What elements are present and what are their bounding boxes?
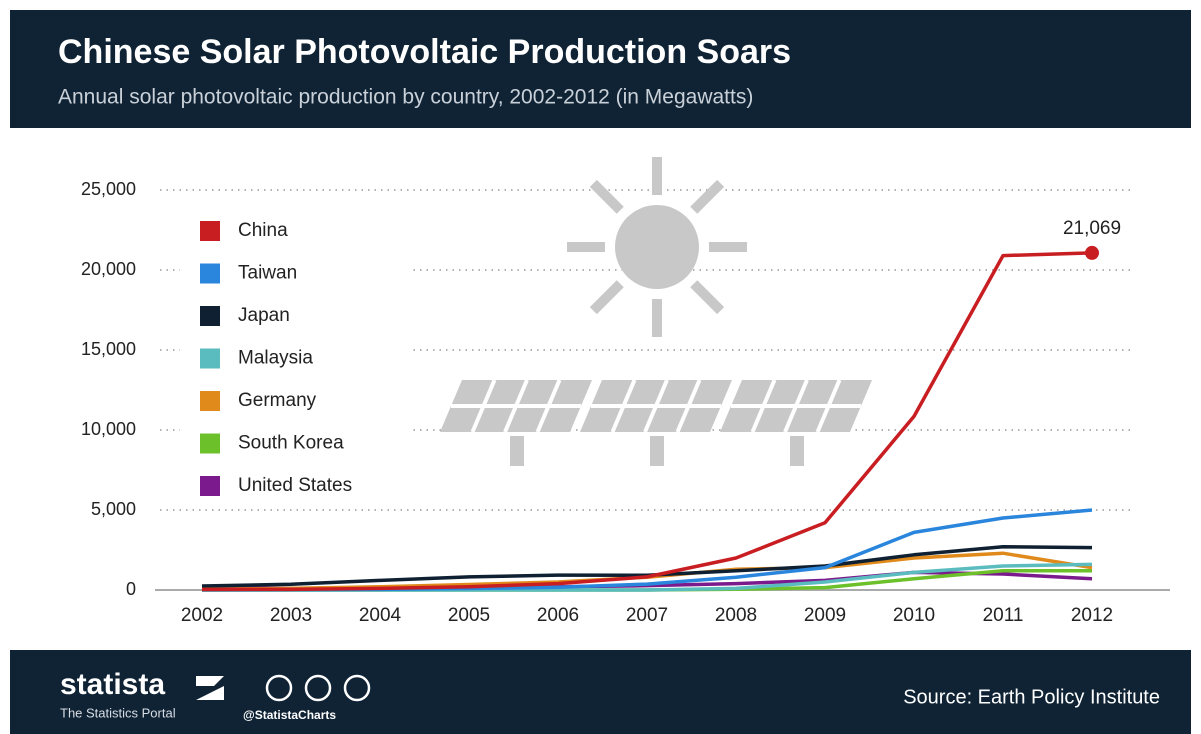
legend-label: United States [238, 475, 352, 496]
x-tick-label: 2002 [181, 605, 223, 626]
y-tick-label: 0 [126, 579, 136, 599]
handle: @StatistaCharts [243, 708, 336, 722]
panel-post [790, 436, 804, 466]
panel-post [510, 436, 524, 466]
brand-icon [196, 676, 224, 700]
sun-ray [652, 157, 662, 195]
header-band [10, 10, 1191, 128]
value-dot [1085, 245, 1099, 260]
x-tick-label: 2012 [1071, 605, 1113, 626]
sun-ray [589, 179, 624, 214]
x-tick-label: 2004 [359, 605, 402, 626]
legend-swatch [200, 391, 220, 411]
sun [615, 205, 699, 289]
x-tick-label: 2005 [448, 605, 490, 626]
value-label: 21,069 [1063, 218, 1121, 239]
legend-label: Japan [238, 305, 290, 326]
sun-ray [589, 280, 624, 315]
x-tick-label: 2010 [893, 605, 935, 626]
legend-swatch [200, 348, 220, 369]
legend-label: Malaysia [238, 348, 313, 369]
legend-swatch [200, 306, 220, 326]
y-tick-label: 5,000 [91, 499, 136, 519]
panel-post [650, 436, 664, 466]
legend-swatch [200, 221, 220, 241]
license-icons [265, 674, 371, 702]
y-tick-label: 10,000 [81, 419, 136, 439]
legend-swatch [200, 433, 220, 454]
legend-swatch [200, 476, 220, 496]
footer-band [10, 650, 1191, 734]
x-tick-label: 2003 [270, 605, 312, 626]
y-tick-label: 15,000 [81, 339, 136, 359]
legend-label: Germany [238, 390, 317, 411]
x-tick-label: 2011 [983, 605, 1024, 626]
sun-ray [690, 280, 725, 315]
x-tick-label: 2008 [715, 605, 757, 626]
x-tick-label: 2009 [804, 605, 846, 626]
source: Source: Earth Policy Institute [903, 686, 1160, 708]
legend-label: China [238, 220, 288, 241]
tagline: The Statistics Portal [60, 705, 176, 720]
chart-subtitle: Annual solar photovoltaic production by … [58, 86, 753, 109]
brand: statista [60, 668, 165, 701]
sun-ray [652, 299, 662, 337]
legend-label: Taiwan [238, 263, 297, 284]
legend-label: South Korea [238, 433, 344, 454]
x-tick-label: 2006 [537, 605, 579, 626]
y-tick-label: 25,000 [81, 179, 136, 199]
sun-ray [709, 242, 747, 252]
sun-ray [690, 179, 725, 214]
chart-title: Chinese Solar Photovoltaic Production So… [58, 33, 791, 71]
decoration [440, 157, 872, 466]
sun-ray [567, 242, 605, 252]
legend-swatch [200, 263, 220, 284]
series-line [201, 251, 1093, 592]
series-line [201, 545, 1093, 588]
x-tick-label: 2007 [626, 605, 668, 626]
y-tick-label: 20,000 [81, 259, 136, 279]
plot: 0 5,000 10,000 15,000 20,000 25,000 China Taiwa… [81, 157, 1170, 626]
